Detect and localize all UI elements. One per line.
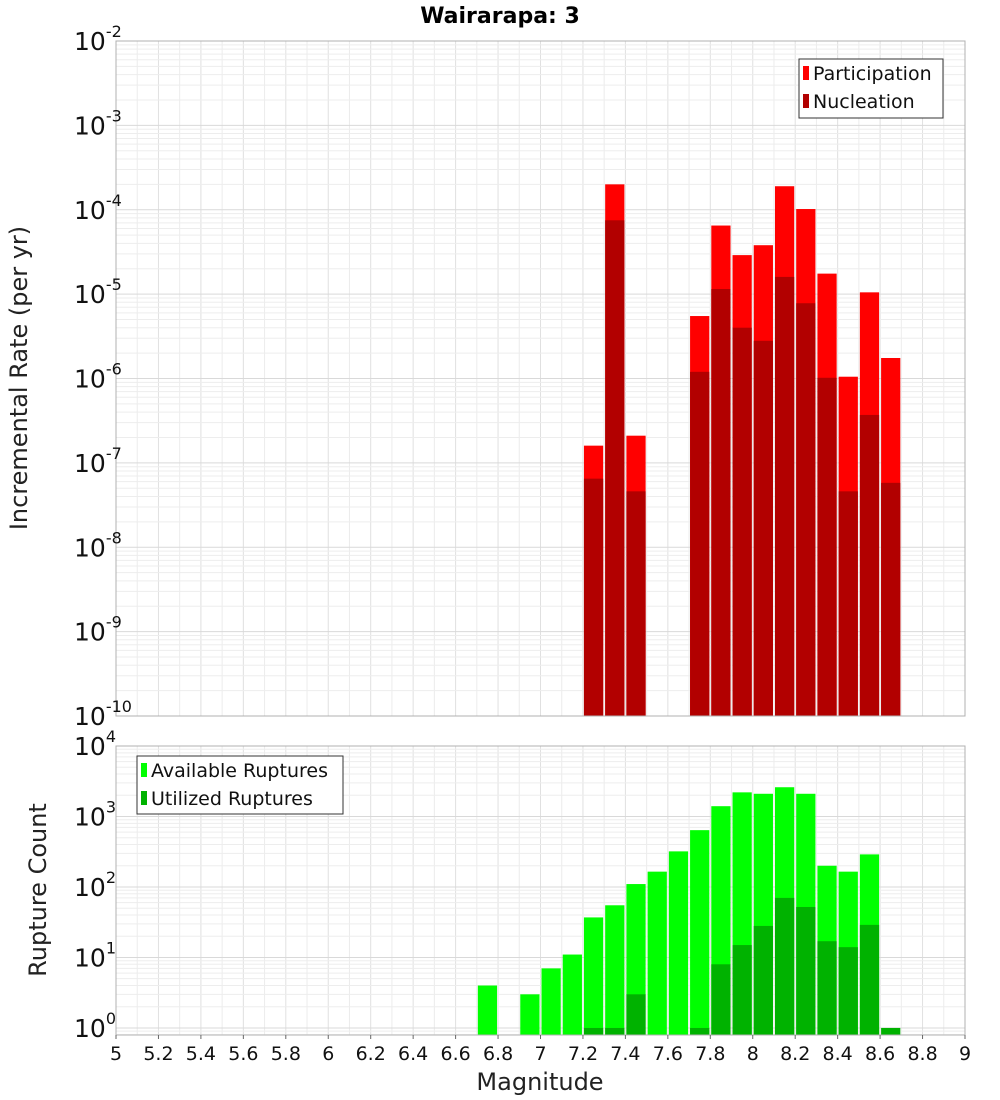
x-tick-label: 8.6	[865, 1043, 895, 1065]
bar	[690, 371, 710, 716]
y-tick-label: 101	[74, 938, 116, 972]
y-tick-label: 10-6	[74, 360, 122, 394]
x-tick-label: 7.2	[568, 1043, 598, 1065]
y-tick-label: 10-9	[74, 613, 122, 647]
bar	[774, 897, 795, 1035]
bar	[477, 985, 498, 1035]
bar	[838, 491, 858, 716]
bar	[541, 968, 561, 1035]
x-tick-label: 7.4	[610, 1043, 640, 1065]
x-tick-label: 6.2	[356, 1043, 386, 1065]
bar	[859, 414, 880, 716]
bar	[690, 830, 710, 1035]
x-tick-label: 7	[534, 1043, 546, 1065]
legend-swatch	[803, 94, 809, 108]
x-tick-label: 9	[959, 1043, 971, 1065]
bar	[859, 924, 880, 1035]
bar	[690, 1027, 710, 1035]
series-nucleation	[583, 220, 901, 717]
series-utilized-ruptures	[583, 897, 901, 1035]
x-axis-label: Magnitude	[476, 1068, 603, 1096]
bar	[626, 491, 646, 716]
bar	[583, 1027, 604, 1035]
bar	[732, 327, 752, 716]
legend-swatch	[141, 763, 147, 777]
x-tick-label: 7.8	[695, 1043, 725, 1065]
bar	[647, 871, 667, 1035]
y-tick-label: 10-2	[74, 22, 122, 56]
bottom-plot-area: 100 101 102 103 104 5 5.2 5.4 5.6 5.8 6 6.2 6.4 6.6 6.…	[74, 727, 971, 1065]
bar	[605, 1027, 625, 1035]
y-tick-label: 10-3	[74, 106, 122, 140]
bar	[605, 905, 625, 1035]
legend: Participation Nucleation	[798, 58, 944, 119]
x-tick-label: 6.4	[398, 1043, 428, 1065]
legend-label: Available Ruptures	[151, 760, 328, 782]
bar	[583, 478, 604, 716]
bar	[562, 954, 582, 1035]
y-tick-label: 10-10	[74, 697, 132, 731]
x-tick-label: 5.2	[143, 1043, 173, 1065]
legend: Available Ruptures Utilized Ruptures	[136, 755, 344, 815]
grid	[116, 41, 965, 717]
bar	[583, 917, 604, 1035]
x-tick-label: 8	[747, 1043, 759, 1065]
legend-box	[798, 58, 944, 119]
legend-box	[136, 755, 344, 815]
bar	[711, 289, 731, 716]
x-tick-label: 6	[322, 1043, 334, 1065]
bar	[668, 851, 689, 1035]
y-tick-label: 10-7	[74, 444, 122, 478]
bar	[605, 220, 625, 717]
y-tick-label: 104	[74, 727, 116, 761]
bar	[796, 303, 816, 716]
x-tick-label: 8.2	[780, 1043, 810, 1065]
x-tick-label: 6.8	[483, 1043, 513, 1065]
legend-label: Utilized Ruptures	[151, 788, 313, 810]
chart-title: Wairarapa: 3	[420, 4, 580, 29]
plot-frame	[115, 40, 966, 717]
bar	[881, 482, 901, 716]
top-y-axis-label: Incremental Rate (per yr)	[5, 226, 33, 530]
x-tick-label: 8.8	[907, 1043, 937, 1065]
y-tick-label: 102	[74, 868, 116, 902]
y-tick-label: 10-4	[74, 191, 122, 225]
legend-label: Participation	[813, 63, 932, 85]
x-tick-label: 5.4	[186, 1043, 216, 1065]
bar	[520, 994, 540, 1035]
y-tick-label: 10-5	[74, 275, 122, 309]
bottom-y-axis-label: Rupture Count	[24, 803, 52, 977]
x-tick-label: 8.4	[823, 1043, 853, 1065]
bar	[774, 276, 795, 716]
bar	[838, 947, 858, 1035]
bar	[796, 906, 816, 1035]
bar	[881, 1027, 901, 1035]
legend-swatch	[803, 66, 809, 80]
x-tick-label: 7.6	[653, 1043, 683, 1065]
bar	[817, 377, 837, 716]
bar	[817, 941, 837, 1035]
bar	[732, 945, 752, 1035]
legend-swatch	[141, 791, 147, 805]
top-plot-area: 10-10 10-9 10-8 10-7 10-6 10-5 10-4 10-3 10-2 Par…	[74, 22, 966, 731]
x-tick-label: 5.6	[228, 1043, 258, 1065]
bar	[626, 994, 646, 1035]
bar	[753, 925, 773, 1035]
y-tick-label: 100	[74, 1009, 116, 1043]
legend-label: Nucleation	[813, 91, 915, 113]
y-tick-label: 103	[74, 797, 116, 831]
bar	[711, 964, 731, 1035]
x-tick-label: 6.6	[440, 1043, 470, 1065]
x-tick-label: 5.8	[271, 1043, 301, 1065]
bar	[753, 340, 773, 716]
x-tick-label: 5	[110, 1043, 122, 1065]
y-tick-label: 10-8	[74, 528, 122, 562]
